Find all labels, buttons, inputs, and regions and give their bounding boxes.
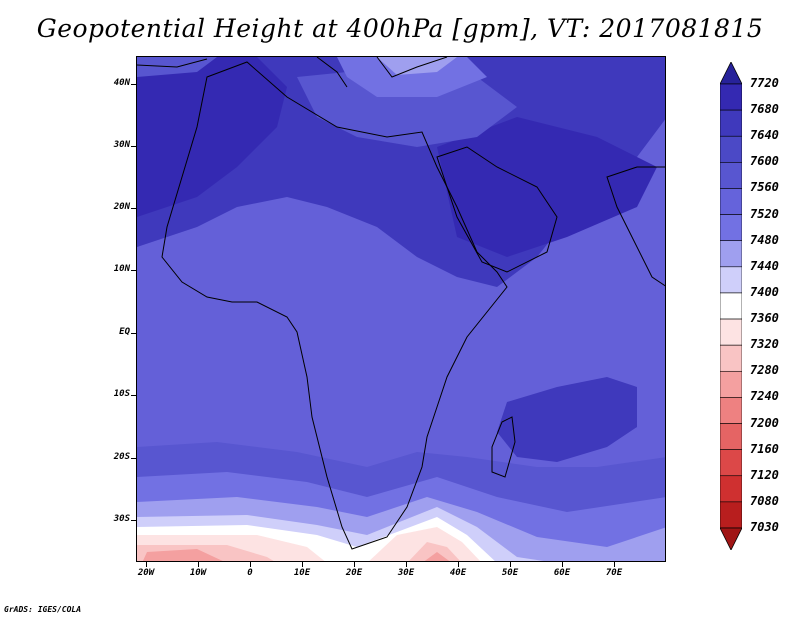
lat-label-20s: 20S (113, 452, 130, 462)
colorbar-box (720, 423, 742, 450)
lon-tick (198, 562, 199, 567)
field-indian-ocean-high (497, 377, 637, 462)
map-panel (136, 56, 666, 562)
lon-label-60e: 60E (553, 568, 571, 578)
lat-label-30s: 30S (113, 514, 130, 524)
lat-tick (131, 146, 136, 147)
lon-label-10w: 10W (189, 568, 207, 578)
colorbar-box (720, 214, 742, 242)
lat-tick (131, 458, 136, 459)
field-south-7280 (137, 542, 461, 561)
colorbar-box (720, 501, 742, 529)
colorbar-box (720, 135, 742, 163)
colorbar-label: 7160 (750, 441, 779, 456)
lon-label-30e: 30E (397, 568, 415, 578)
colorbar-box (720, 397, 742, 424)
lat-tick (131, 333, 136, 334)
colorbar (720, 62, 742, 550)
lat-label-10n: 10N (113, 264, 130, 274)
colorbar-label: 7080 (750, 493, 779, 508)
india-coastline (606, 166, 665, 287)
colorbar-box (720, 449, 742, 477)
colorbar-label: 7400 (750, 284, 779, 299)
geopotential-height-field (137, 57, 665, 561)
lat-tick (131, 270, 136, 271)
colorbar-label: 7240 (750, 389, 779, 404)
lon-label-50e: 50E (501, 568, 519, 578)
lon-label-40e: 40E (449, 568, 467, 578)
field-high-west-sahara (137, 57, 287, 217)
lat-label-40n: 40N (113, 78, 130, 88)
colorbar-label: 7560 (750, 180, 779, 195)
colorbar-bottom-triangle (720, 527, 742, 550)
lon-label-10e: 10E (293, 568, 311, 578)
colorbar-box (720, 318, 742, 346)
lat-tick (131, 84, 136, 85)
colorbar-label: 7440 (750, 258, 779, 273)
colorbar-box (720, 109, 742, 137)
lon-tick (458, 562, 459, 567)
lon-tick (250, 562, 251, 567)
lat-tick (131, 208, 136, 209)
colorbar-label: 7030 (750, 520, 779, 534)
lon-tick (302, 562, 303, 567)
colorbar-box (720, 162, 742, 189)
lon-label-20w: 20W (137, 568, 155, 578)
colorbar-box (720, 344, 742, 372)
africa-coastline (161, 61, 508, 550)
colorbar-label: 7680 (750, 102, 779, 117)
field-mediterranean-7480 (337, 57, 487, 97)
colorbar-label: 7320 (750, 337, 779, 352)
colorbar-top-triangle (720, 62, 742, 85)
colorbar-box (720, 83, 742, 111)
lat-label-20n: 20N (113, 202, 130, 212)
colorbar-box (720, 292, 742, 320)
europe-coastline (137, 57, 448, 88)
colorbar-box (720, 188, 742, 215)
colorbar-label: 7640 (750, 128, 779, 143)
field-mediterranean-7440 (377, 57, 457, 75)
lat-tick (131, 520, 136, 521)
field-high-arabia (437, 117, 657, 257)
colorbar-label: 7600 (750, 154, 779, 169)
colorbar-label: 7200 (750, 415, 779, 430)
lon-label-70e: 70E (605, 568, 623, 578)
lat-tick (131, 395, 136, 396)
lon-tick (406, 562, 407, 567)
colorbar-box (720, 240, 742, 268)
lon-tick (510, 562, 511, 567)
colorbar-label: 7280 (750, 363, 779, 378)
lat-label-10s: 10S (113, 389, 130, 399)
lon-tick (146, 562, 147, 567)
lon-label-0: 0 (247, 568, 253, 578)
lon-tick (562, 562, 563, 567)
madagascar-coastline (491, 416, 516, 478)
lat-label-30n: 30N (113, 140, 130, 150)
lon-label-20e: 20E (345, 568, 363, 578)
field-south-7240 (142, 549, 450, 561)
colorbar-label: 7360 (750, 311, 779, 326)
lon-tick (354, 562, 355, 567)
colorbar-label: 7520 (750, 206, 779, 221)
colorbar-box (720, 475, 742, 503)
lat-label-eq: EQ (119, 327, 130, 337)
colorbar-label: 7120 (750, 467, 779, 482)
chart-title: Geopotential Height at 400hPa [gpm], VT:… (36, 14, 764, 43)
colorbar-box (720, 266, 742, 294)
credit-text: GrADS: IGES/COLA (4, 605, 82, 614)
lon-tick (614, 562, 615, 567)
colorbar-box (720, 370, 742, 398)
colorbar-label: 7480 (750, 232, 779, 247)
arabia-coastline (436, 146, 558, 273)
colorbar-label: 7720 (750, 76, 779, 90)
